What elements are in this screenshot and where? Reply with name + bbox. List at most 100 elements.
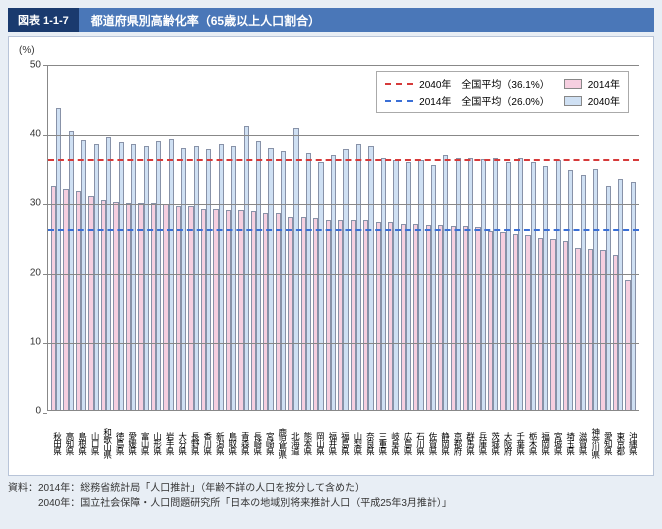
x-tick-label: 広島県: [399, 413, 412, 473]
figure-tag: 図表 1-1-7: [8, 8, 79, 32]
footnote-line-1: 資料：2014年：総務省統計局「人口推計」（年齢不詳の人口を按分して含めた）: [8, 482, 654, 497]
plot-area: [47, 65, 639, 411]
bar-pair: [312, 65, 324, 410]
x-tick-label: 茨城県: [487, 413, 500, 473]
bar-pair: [300, 65, 312, 410]
y-tick-label: 40: [30, 129, 41, 140]
bar-pair: [499, 65, 511, 410]
legend-swatch-label: 2014年: [588, 76, 620, 91]
y-gridline: [47, 274, 639, 275]
x-tick-label: 福井県: [324, 413, 337, 473]
bar-pair: [462, 65, 474, 410]
bar-pair: [175, 65, 187, 410]
y-tick-label: 30: [30, 198, 41, 209]
y-gridline: [47, 204, 639, 205]
x-tick-label: 北海道: [287, 413, 300, 473]
bar-y2040: [568, 170, 573, 410]
bar-y2040: [318, 162, 323, 410]
x-tick-label: 和歌山県: [99, 413, 112, 473]
bar-pair: [275, 65, 287, 410]
x-tick-label: 長崎県: [249, 413, 262, 473]
x-tick-label: 宮崎県: [262, 413, 275, 473]
bar-pair: [237, 65, 249, 410]
x-tick-label: 岩手県: [162, 413, 175, 473]
legend-avg-label: 2040年 全国平均（36.1%）: [419, 76, 550, 91]
x-tick-label: 徳島県: [112, 413, 125, 473]
y-gridline: [47, 65, 639, 66]
x-tick-label: 山梨県: [349, 413, 362, 473]
x-tick-label: 東京都: [612, 413, 625, 473]
y-tick-label: 0: [35, 406, 41, 417]
bar-y2040: [219, 144, 224, 410]
bar-pair: [200, 65, 212, 410]
y-tick-mark: [43, 135, 47, 136]
x-tick-label: 愛知県: [600, 413, 613, 473]
bar-pair: [487, 65, 499, 410]
bar-y2040: [69, 131, 74, 410]
x-tick-label: 福島県: [337, 413, 350, 473]
bar-y2040: [268, 148, 273, 410]
bar-pair: [549, 65, 561, 410]
bar-y2040: [356, 144, 361, 410]
bar-y2040: [406, 162, 411, 410]
figure-footnote: 資料：2014年：総務省統計局「人口推計」（年齢不詳の人口を按分して含めた） 2…: [8, 482, 654, 511]
bar-pair: [450, 65, 462, 410]
bar-y2040: [543, 166, 548, 410]
y-tick-mark: [43, 65, 47, 66]
bar-y2040: [618, 179, 623, 410]
bar-pair: [337, 65, 349, 410]
x-tick-label: 福岡県: [537, 413, 550, 473]
bar-y2040: [306, 153, 311, 410]
x-axis-labels: 秋田県高知県島根県山口県和歌山県徳島県愛媛県富山県山形県岩手県大分県長野県香川県…: [47, 413, 639, 473]
y-gridline: [47, 135, 639, 136]
bar-pair: [125, 65, 137, 410]
x-tick-label: 長野県: [187, 413, 200, 473]
chart-legend: 2040年 全国平均（36.1%） 2014年 全国平均（26.0%） 2014年…: [376, 71, 629, 113]
bar-pair: [162, 65, 174, 410]
bar-y2040: [381, 158, 386, 410]
bar-y2040: [231, 146, 236, 410]
bar-pair: [75, 65, 87, 410]
bar-pair: [512, 65, 524, 410]
x-tick-label: 群馬県: [462, 413, 475, 473]
bar-y2040: [581, 175, 586, 410]
x-tick-label: 滋賀県: [575, 413, 588, 473]
legend-averages: 2040年 全国平均（36.1%） 2014年 全国平均（26.0%）: [385, 76, 550, 108]
figure-title: 都道府県別高齢化率（65歳以上人口割合）: [79, 8, 654, 32]
bar-pair: [212, 65, 224, 410]
y-tick-label: 10: [30, 336, 41, 347]
bar-y2040: [56, 108, 61, 410]
bar-pair: [262, 65, 274, 410]
bar-y2040: [518, 158, 523, 410]
x-tick-label: 宮城県: [550, 413, 563, 473]
legend-series: 2014年 2040年: [564, 76, 620, 108]
legend-avg-label: 2014年 全国平均（26.0%）: [419, 93, 550, 108]
bar-pair: [624, 65, 636, 410]
reference-line: [48, 159, 639, 161]
bar-pair: [599, 65, 611, 410]
bar-y2040: [493, 158, 498, 410]
bar-pair: [437, 65, 449, 410]
bar-y2040: [144, 146, 149, 410]
bar-y2040: [506, 162, 511, 410]
legend-swatch-icon: [564, 96, 582, 106]
legend-swatch-icon: [564, 79, 582, 89]
bar-pair: [325, 65, 337, 410]
bar-pair: [150, 65, 162, 410]
bar-y2040: [531, 162, 536, 410]
bar-y2040: [293, 128, 298, 410]
x-tick-label: 愛媛県: [124, 413, 137, 473]
bar-y2040: [131, 144, 136, 410]
x-tick-label: 秋田県: [49, 413, 62, 473]
bar-y2040: [156, 141, 161, 410]
x-tick-label: 鳥取県: [224, 413, 237, 473]
x-tick-label: 岡山県: [312, 413, 325, 473]
footnote-line-2: 2040年：国立社会保障・人口問題研究所「日本の地域別将来推計人口（平成25年3…: [8, 497, 654, 512]
bar-y2040: [244, 126, 249, 410]
legend-swatch-label: 2040年: [588, 93, 620, 108]
bar-y2040: [181, 148, 186, 410]
bar-y2040: [418, 160, 423, 410]
bar-y2040: [556, 160, 561, 410]
bar-pair: [537, 65, 549, 410]
x-tick-label: 三重県: [374, 413, 387, 473]
